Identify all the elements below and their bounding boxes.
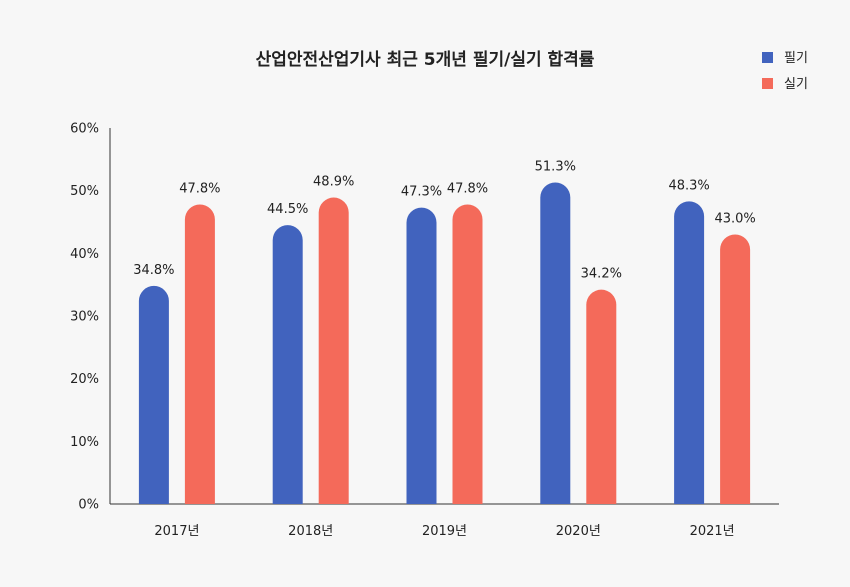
chart-title: 산업안전산업기사 최근 5개년 필기/실기 합격률: [256, 49, 595, 70]
data-label: 34.2%: [581, 267, 622, 282]
y-tick-label: 30%: [70, 310, 99, 325]
y-tick-label: 60%: [70, 122, 99, 137]
legend-swatch: [762, 52, 773, 63]
bar-practical: [184, 204, 215, 504]
bar-written: [272, 225, 303, 504]
data-label: 34.8%: [133, 263, 174, 278]
x-tick-label: 2020년: [556, 524, 601, 539]
y-tick-label: 40%: [70, 247, 99, 262]
y-tick-label: 0%: [78, 498, 99, 513]
y-tick-label: 50%: [70, 184, 99, 199]
x-tick-label: 2017년: [154, 524, 199, 539]
bar-practical: [586, 289, 617, 504]
data-label: 51.3%: [535, 160, 576, 175]
data-label: 48.9%: [313, 175, 354, 190]
bar-practical: [318, 197, 349, 505]
x-tick-label: 2018년: [288, 524, 333, 539]
legend-label: 실기: [784, 77, 808, 92]
data-label: 43.0%: [714, 212, 755, 227]
bar-written: [406, 207, 437, 505]
bar-practical: [452, 204, 483, 504]
x-tick-label: 2019년: [422, 524, 467, 539]
legend-label: 필기: [784, 51, 808, 66]
data-label: 44.5%: [267, 202, 308, 217]
bar-practical: [720, 234, 751, 504]
data-label: 47.8%: [179, 181, 220, 196]
y-tick-label: 20%: [70, 372, 99, 387]
bar-written: [138, 285, 169, 504]
data-label: 47.8%: [447, 181, 488, 196]
data-label: 48.3%: [668, 178, 709, 193]
data-label: 47.3%: [401, 185, 442, 200]
x-tick-label: 2021년: [690, 524, 735, 539]
bar-written: [540, 182, 571, 504]
legend-swatch: [762, 78, 773, 89]
bar-written: [674, 201, 705, 504]
y-tick-label: 10%: [70, 435, 99, 450]
